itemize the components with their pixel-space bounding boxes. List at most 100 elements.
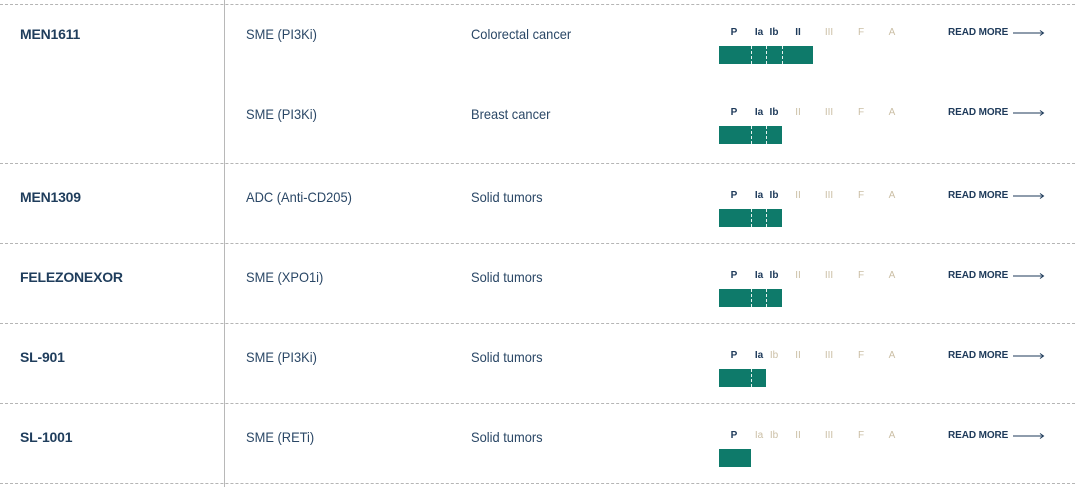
phase-label: Ib — [769, 350, 779, 361]
phase-progress-bar — [719, 369, 766, 387]
indication-label: Colorectal cancer — [471, 26, 572, 42]
arrow-right-icon — [1013, 433, 1045, 439]
read-more-label: READ MORE — [948, 27, 1009, 38]
phase-label: Ia — [754, 350, 764, 361]
drug-name: MEN1611 — [20, 26, 81, 42]
phase-label: III — [824, 430, 834, 441]
phase-label: II — [795, 190, 801, 201]
modality-label: SME (XPO1i) — [246, 269, 324, 285]
phase-label: III — [824, 190, 834, 201]
arrow-right-icon — [1013, 30, 1045, 36]
phase-labels: P Ia Ib II III F A — [719, 270, 899, 282]
indication-row: SME (PI3Ki) Breast cancer P Ia Ib II III F A READ… — [0, 106, 1080, 144]
row-separator — [0, 323, 1075, 324]
progress-segment-divider — [766, 126, 767, 144]
read-more-label: READ MORE — [948, 350, 1009, 361]
read-more-link[interactable]: READ MORE — [948, 270, 1045, 282]
phase-progress-bar — [719, 449, 751, 467]
read-more-label: READ MORE — [948, 270, 1009, 281]
phase-labels: P Ia Ib II III F A — [719, 350, 899, 362]
read-more-link[interactable]: READ MORE — [948, 430, 1045, 442]
progress-segment-divider — [751, 46, 752, 64]
modality-label: SME (PI3Ki) — [246, 349, 317, 365]
phase-label: F — [857, 270, 865, 281]
phase-label: F — [857, 27, 865, 38]
phase-label: P — [730, 270, 738, 281]
phase-label: II — [795, 27, 801, 38]
read-more-link[interactable]: READ MORE — [948, 27, 1045, 39]
read-more-link[interactable]: READ MORE — [948, 190, 1045, 202]
progress-segment-divider — [751, 289, 752, 307]
phase-label: P — [730, 190, 738, 201]
phase-label: III — [824, 107, 834, 118]
indication-label: Solid tumors — [471, 349, 543, 365]
read-more-link[interactable]: READ MORE — [948, 350, 1045, 362]
arrow-right-icon — [1013, 353, 1045, 359]
progress-segment-divider — [782, 46, 783, 64]
progress-segment-divider — [751, 369, 752, 387]
phase-labels: P Ia Ib II III F A — [719, 107, 899, 119]
row-separator — [0, 4, 1075, 5]
modality-label: SME (PI3Ki) — [246, 106, 317, 122]
indication-label: Solid tumors — [471, 189, 543, 205]
phase-progress-bar — [719, 46, 813, 64]
phase-label: Ia — [754, 190, 764, 201]
indication-label: Breast cancer — [471, 106, 551, 122]
read-more-label: READ MORE — [948, 107, 1009, 118]
indication-row: ADC (Anti-CD205) Solid tumors P Ia Ib II III F A… — [0, 189, 1080, 227]
progress-segment-divider — [766, 46, 767, 64]
phase-label: F — [857, 190, 865, 201]
modality-label: SME (PI3Ki) — [246, 26, 317, 42]
phase-label: Ib — [769, 27, 779, 38]
phase-label: III — [824, 27, 834, 38]
phase-label: P — [730, 107, 738, 118]
phase-label: P — [730, 350, 738, 361]
phase-labels: P Ia Ib II III F A — [719, 190, 899, 202]
drug-name: SL-901 — [20, 349, 65, 365]
phase-label: Ib — [769, 107, 779, 118]
arrow-right-icon — [1013, 193, 1045, 199]
phase-progress-bar — [719, 126, 782, 144]
indication-row: SME (PI3Ki) Colorectal cancer P Ia Ib II III F A… — [0, 26, 1080, 64]
row-separator — [0, 403, 1075, 404]
progress-segment-divider — [751, 209, 752, 227]
read-more-label: READ MORE — [948, 190, 1009, 201]
phase-label: Ib — [769, 430, 779, 441]
progress-segment-divider — [766, 289, 767, 307]
phase-label: Ib — [769, 190, 779, 201]
phase-label: Ia — [754, 107, 764, 118]
phase-label: F — [857, 107, 865, 118]
phase-label: II — [795, 430, 801, 441]
phase-progress-bar — [719, 289, 782, 307]
arrow-right-icon — [1013, 273, 1045, 279]
read-more-label: READ MORE — [948, 430, 1009, 441]
phase-labels: P Ia Ib II III F A — [719, 430, 899, 442]
phase-label: A — [888, 270, 896, 281]
phase-label: III — [824, 350, 834, 361]
phase-label: II — [795, 350, 801, 361]
phase-label: II — [795, 107, 801, 118]
drug-name: FELEZONEXOR — [20, 269, 123, 285]
modality-label: ADC (Anti-CD205) — [246, 189, 352, 205]
phase-label: P — [730, 430, 738, 441]
phase-label: A — [888, 107, 896, 118]
phase-label: Ia — [754, 270, 764, 281]
phase-label: A — [888, 430, 896, 441]
phase-label: A — [888, 27, 896, 38]
phase-label: Ib — [769, 270, 779, 281]
phase-label: A — [888, 190, 896, 201]
phase-label: II — [795, 270, 801, 281]
phase-labels: P Ia Ib II III F A — [719, 27, 899, 39]
drug-name: MEN1309 — [20, 189, 81, 205]
indication-label: Solid tumors — [471, 269, 543, 285]
indication-row: SME (PI3Ki) Solid tumors P Ia Ib II III F A READ … — [0, 349, 1080, 387]
phase-label: Ia — [754, 430, 764, 441]
arrow-right-icon — [1013, 110, 1045, 116]
phase-label: F — [857, 350, 865, 361]
row-separator — [0, 243, 1075, 244]
phase-label: F — [857, 430, 865, 441]
progress-segment-divider — [766, 209, 767, 227]
read-more-link[interactable]: READ MORE — [948, 107, 1045, 119]
indication-label: Solid tumors — [471, 429, 543, 445]
